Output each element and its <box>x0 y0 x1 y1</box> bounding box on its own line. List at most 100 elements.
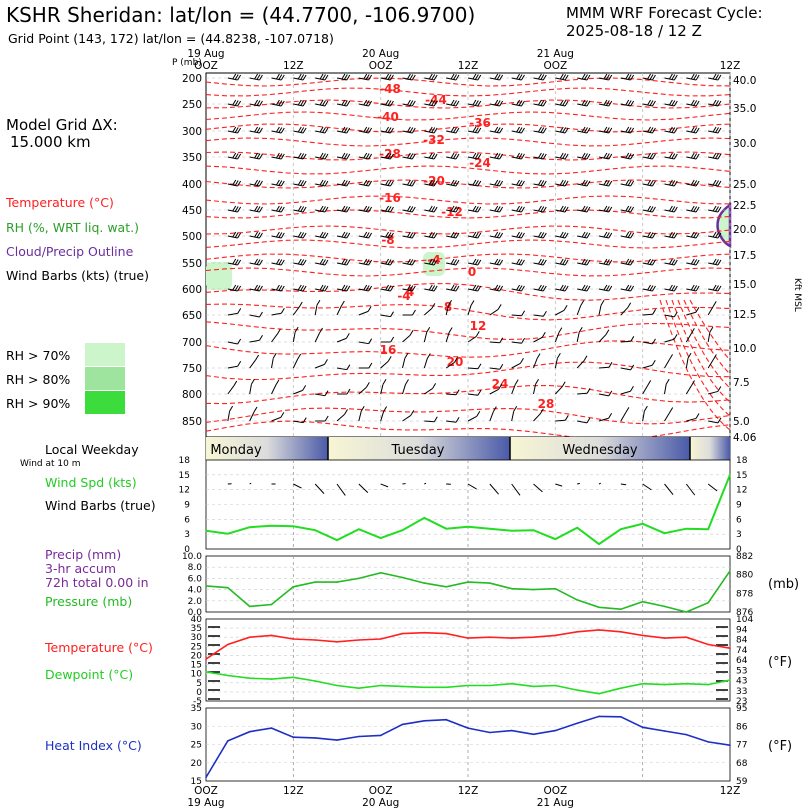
wind-barb-feather <box>516 152 520 159</box>
wind-barb-feather <box>693 180 698 186</box>
wind-barb-feather <box>649 180 654 186</box>
wind-barb <box>707 359 714 369</box>
wind-barb-feather <box>717 74 722 81</box>
wind-barb-feather <box>387 74 392 80</box>
wind-barb-feather <box>428 231 433 238</box>
wind-barb-feather <box>365 382 370 388</box>
wind-barb-feather <box>368 180 373 187</box>
wind-barb-feather <box>649 232 654 238</box>
wind-barb-feather <box>605 259 610 265</box>
wind-barb-feather <box>521 310 526 317</box>
wind-barb <box>708 420 719 424</box>
wind-barb-feather <box>368 259 373 266</box>
wind-barb <box>707 332 711 343</box>
wind-barb-feather <box>409 206 414 212</box>
wind-barb-feather <box>300 74 305 80</box>
wind-barb-feather <box>608 232 613 239</box>
wind-barb-feather <box>564 153 569 160</box>
temperature-label: -12 <box>441 205 463 219</box>
wind-barb-feather <box>368 74 373 81</box>
wind-barb-feather <box>690 258 695 265</box>
height-axis-title: Kft MSL <box>792 278 802 312</box>
pressure-level-label: 700 <box>182 337 202 349</box>
wind-barb-feather <box>360 406 365 412</box>
wind-barb-feather <box>322 180 326 186</box>
wind-barb-feather <box>324 259 329 266</box>
axis-tick-label: 35 <box>191 704 202 714</box>
wind-barb-feather <box>255 354 260 361</box>
wind-barb-feather <box>253 406 258 413</box>
pressure-line-point <box>620 608 622 610</box>
wind-barb-feather <box>559 126 564 133</box>
wind-barb-feather <box>581 205 586 212</box>
wind-barb-feather <box>627 206 632 212</box>
wind-barb-feather <box>410 410 415 416</box>
temperature-line-point <box>663 637 666 639</box>
wind-barb-feather <box>521 127 525 134</box>
wind-barb-feather <box>234 259 239 265</box>
wind-barb <box>249 384 252 395</box>
surface-wind-barb <box>642 483 652 491</box>
wind-barb-feather <box>477 153 482 160</box>
wind-barb-feather <box>234 206 239 212</box>
height-level-labels: 40.0 35.0 30.0 25.0 22.5 20.0 17.5 15.0 12.5 10.0… <box>733 75 757 444</box>
wind-barb-feather <box>652 206 656 213</box>
wind-barb-feather <box>431 259 436 265</box>
temperature-contour <box>671 299 731 403</box>
wind-barb-feather <box>341 205 346 212</box>
wind-barb-feather <box>406 284 411 291</box>
wind-speed-line-point <box>379 537 382 539</box>
wind-barb-feather <box>411 232 416 239</box>
heat-index-line-point <box>576 722 578 725</box>
wind-barb-feather <box>324 100 329 107</box>
wind-barb-feather <box>673 259 678 266</box>
axis-tick-label: 30 <box>191 722 203 732</box>
wind-barb-feather <box>363 258 368 265</box>
wind-barb <box>489 367 500 370</box>
height-level-label: 25.0 <box>733 179 756 191</box>
wind-barb-feather <box>343 232 348 238</box>
wind-barb-feather <box>516 73 520 80</box>
weekday-label: Wednesday <box>562 443 638 458</box>
wind-barb-feather <box>322 127 326 133</box>
wind-barb-feather <box>254 152 258 159</box>
wind-barb <box>227 385 235 395</box>
wind-barb-feather <box>254 126 258 133</box>
axis-tick-label: 15 <box>736 471 747 481</box>
wind-barb <box>423 358 428 369</box>
wind-barb-feather <box>627 232 632 238</box>
wind-barb-feather <box>652 285 656 292</box>
wind-barb-feather <box>280 232 285 239</box>
wind-barb-feather <box>322 206 326 212</box>
wind-barb-feather <box>387 153 392 159</box>
wind-barb-feather <box>390 100 394 107</box>
wind-barb-feather <box>600 299 605 306</box>
wind-speed-line-point <box>227 532 229 535</box>
wind-barb <box>511 384 516 395</box>
wind-barb-feather <box>608 362 613 368</box>
pressure-line-point <box>663 605 666 608</box>
wind-speed-line-point <box>423 517 426 519</box>
wind-barb-feather <box>630 180 635 187</box>
grid-point-label: Grid Point (143, 172) lat/lon = (44.8238… <box>8 31 334 46</box>
temperature-label: -48 <box>379 82 401 96</box>
axis-tick-label: 68 <box>736 759 748 769</box>
wind-barb-feather <box>695 307 700 313</box>
wind-barb <box>685 333 692 343</box>
wind-barb-feather <box>319 231 324 238</box>
wind-barb <box>576 332 580 343</box>
wind-barb-feather <box>649 74 654 80</box>
wind-barb-feather <box>499 337 504 344</box>
wind-barb-feather <box>411 180 416 187</box>
wind-barb-feather <box>647 152 651 159</box>
wind-barb-feather <box>387 206 392 212</box>
wind-barb-feather <box>717 127 722 134</box>
axis-tick-label: 0 <box>196 688 202 698</box>
dewpoint-line-point <box>685 682 688 685</box>
wind-barb-feather <box>477 232 482 239</box>
wind-barb-feather <box>693 259 698 265</box>
wind-barb <box>402 414 412 422</box>
wind-barb <box>686 311 697 316</box>
wind-barb-feather <box>406 179 411 186</box>
wind-barb <box>642 341 653 345</box>
